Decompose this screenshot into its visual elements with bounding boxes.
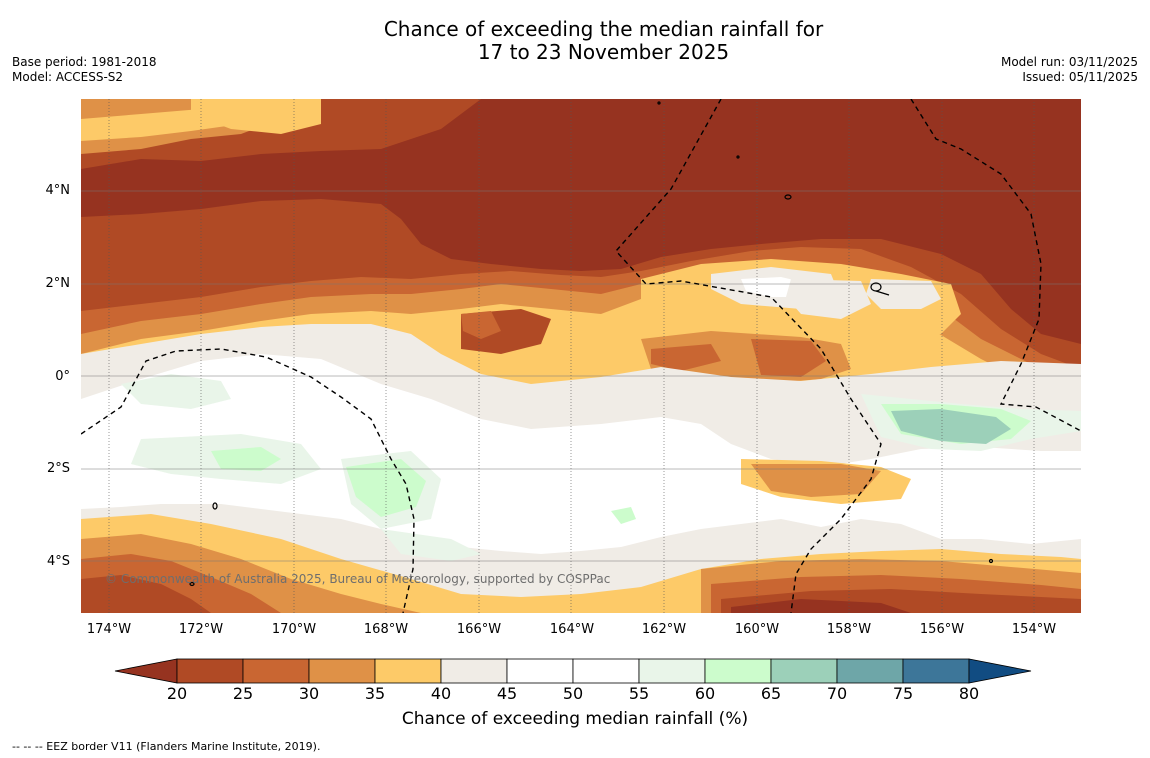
rainfall-map [81,99,1081,613]
colorbar-tick-label: 45 [496,684,518,703]
lon-label-172w: 172°W [178,622,224,637]
colorbar-segment [242,658,310,684]
colorbar-tick-label: 50 [562,684,584,703]
colorbar-segment [770,658,838,684]
colorbar-tick-label: 60 [694,684,716,703]
model-name: Model: ACCESS-S2 [12,70,124,84]
colorbar-extend-high [968,658,1032,684]
lon-label-174w: 174°W [86,622,132,637]
lon-label-168w: 168°W [363,622,409,637]
lon-label-166w: 166°W [456,622,502,637]
eq-orange-c [751,339,826,377]
colorbar-tick-label: 20 [166,684,188,703]
copyright-notice: © Commonwealth of Australia 2025, Bureau… [105,572,611,586]
colorbar-segment [176,658,244,684]
meta-left: Base period: 1981-2018 Model: ACCESS-S2 [12,55,157,85]
islands [189,101,994,587]
colorbar-segment [704,658,772,684]
green-60-65-b [346,459,426,517]
base-period: Base period: 1981-2018 [12,55,157,69]
colorbar-tick-label: 35 [364,684,386,703]
lon-label-162w: 162°W [641,622,687,637]
colorbar-segment [374,658,442,684]
colorbar-segment [836,658,904,684]
title-line-1: Chance of exceeding the median rainfall … [383,17,824,41]
nw-patch-c [191,99,321,134]
model-run: Model run: 03/11/2025 [1000,55,1138,69]
band-2n-white-d [866,279,941,309]
lon-label-156w: 156°W [919,622,965,637]
lon-label-164w: 164°W [549,622,595,637]
colorbar-tick-label: 30 [298,684,320,703]
colorbar-tick-label: 80 [958,684,980,703]
issued-date: Issued: 05/11/2025 [1022,70,1138,84]
colorbar-label: Chance of exceeding median rainfall (%) [401,709,749,729]
colorbar-tick-label: 65 [760,684,782,703]
colorbar-tick-label: 70 [826,684,848,703]
map-field-below-20 [81,99,1081,344]
green-60-65-a [211,447,281,471]
colorbar-tick-label: 25 [232,684,254,703]
south-orange-a [751,464,881,497]
eq-orange-b [651,344,721,371]
lat-label-4n: 4°N [45,183,71,198]
lat-label-2s: 2°S [46,461,70,476]
colorbar-segment [902,658,970,684]
lat-label-equator: 0° [55,369,70,384]
eez-legend: -- -- -- EEZ border V11 (Flanders Marine… [12,740,321,753]
south-dark-c [731,599,911,613]
lon-label-170w: 170°W [271,622,317,637]
green-65-70 [891,409,1011,444]
colorbar-extend-low [114,658,178,684]
eez-border [81,99,1081,613]
lat-label-2n: 2°N [45,276,71,291]
band-2n-white-c [786,279,871,319]
meta-right: Model run: 03/11/2025 Issued: 05/11/2025 [1001,55,1138,85]
lat-label-4s: 4°S [46,554,70,569]
map-title: Chance of exceeding the median rainfall … [0,18,1150,64]
green-60-65-d [611,507,636,524]
south-dark-a [81,575,211,613]
lon-label-154w: 154°W [1011,622,1057,637]
south-45-55 [81,354,1081,554]
title-line-2: 17 to 23 November 2025 [477,40,730,64]
graticule-latitude [81,190,1081,562]
colorbar-segment [572,658,640,684]
colorbar-tick-label: 75 [892,684,914,703]
colorbar-segment [440,658,508,684]
lon-label-158w: 158°W [826,622,872,637]
colorbar-segment [638,658,706,684]
colorbar-segment [506,658,574,684]
colorbar-segment [308,658,376,684]
lon-label-160w: 160°W [734,622,780,637]
eq-dark-b [461,311,501,339]
green-55-60-a [121,374,231,409]
colorbar [114,658,1032,684]
green-55-60-d [381,529,481,561]
colorbar-tick-label: 40 [430,684,452,703]
colorbar-tick-label: 55 [628,684,650,703]
